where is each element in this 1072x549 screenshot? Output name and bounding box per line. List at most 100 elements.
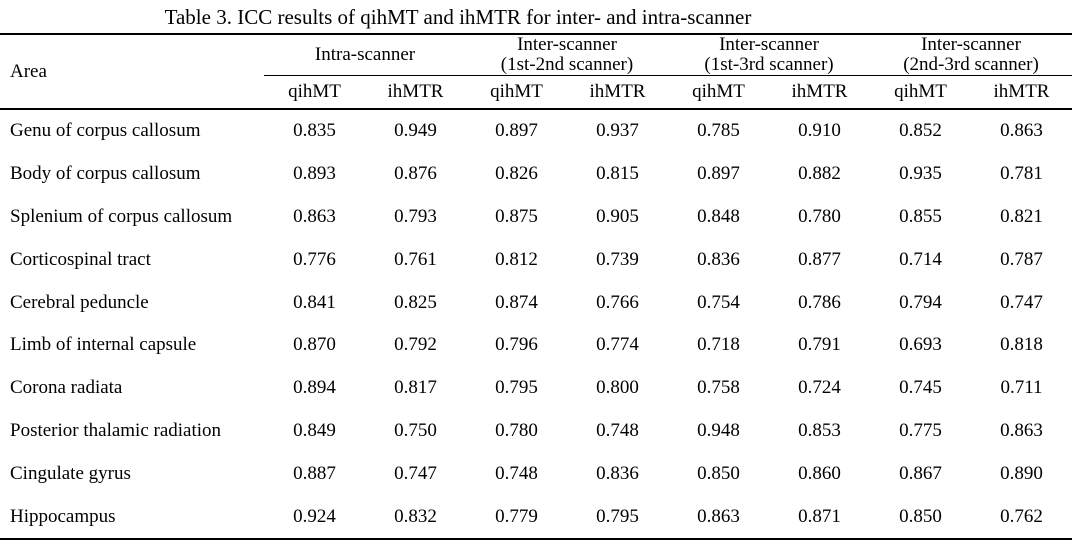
icc-value: 0.848: [697, 205, 740, 227]
area-label: Corona radiata: [10, 377, 123, 399]
icc-value: 0.850: [697, 462, 740, 484]
icc-value: 0.792: [394, 334, 437, 356]
column-header-ihmtr: ihMTR: [567, 75, 668, 110]
group-label-line1: Inter-scanner: [921, 34, 1021, 55]
icc-value: 0.850: [870, 495, 972, 540]
icc-value: 0.870: [293, 334, 336, 356]
table-row: Body of corpus callosum 0.893 0.876 0.82…: [0, 153, 1072, 196]
icc-value: 0.826: [495, 163, 538, 185]
column-header-ihmtr: ihMTR: [365, 75, 466, 110]
icc-value: 0.718: [697, 334, 740, 356]
icc-value: 0.761: [394, 248, 437, 270]
icc-value: 0.766: [596, 291, 639, 313]
icc-value: 0.935: [899, 163, 942, 185]
icc-value: 0.836: [697, 248, 740, 270]
icc-value: 0.855: [899, 205, 942, 227]
column-group-inter-scanner-1st-2nd: Inter-scanner (1st-2nd scanner): [466, 33, 668, 76]
area-label: Limb of internal capsule: [10, 334, 197, 356]
column-group-intra-scanner: Intra-scanner: [264, 33, 466, 76]
area-label: Posterior thalamic radiation: [10, 419, 222, 441]
icc-value: 0.875: [495, 205, 538, 227]
icc-value: 0.863: [1000, 419, 1043, 441]
icc-value: 0.776: [293, 248, 336, 270]
icc-value: 0.860: [798, 462, 841, 484]
icc-value: 0.897: [495, 120, 538, 142]
group-label-line1: Inter-scanner: [517, 34, 617, 55]
column-header-qihmt: qihMT: [870, 75, 972, 110]
icc-value: 0.762: [971, 495, 1072, 540]
table-row: Posterior thalamic radiation 0.849 0.750…: [0, 410, 1072, 453]
icc-value: 0.812: [495, 248, 538, 270]
icc-value: 0.876: [394, 163, 437, 185]
icc-value: 0.780: [495, 419, 538, 441]
group-label-line2: (2nd-3rd scanner): [903, 54, 1039, 75]
column-header-area: Area: [0, 33, 264, 110]
icc-value: 0.877: [798, 248, 841, 270]
icc-value: 0.796: [495, 334, 538, 356]
icc-value: 0.893: [293, 163, 336, 185]
icc-value: 0.745: [899, 377, 942, 399]
icc-value: 0.890: [1000, 462, 1043, 484]
table-row: Hippocampus 0.924 0.832 0.779 0.795 0.86…: [0, 495, 1072, 540]
icc-value: 0.739: [596, 248, 639, 270]
icc-value: 0.748: [596, 419, 639, 441]
table-row: Corona radiata 0.894 0.817 0.795 0.800 0…: [0, 367, 1072, 410]
icc-value: 0.863: [293, 205, 336, 227]
icc-value: 0.863: [1000, 120, 1043, 142]
icc-value: 0.780: [798, 205, 841, 227]
column-header-qihmt: qihMT: [264, 75, 365, 110]
icc-value: 0.714: [899, 248, 942, 270]
icc-value: 0.786: [798, 291, 841, 313]
icc-value: 0.754: [697, 291, 740, 313]
icc-value: 0.937: [596, 120, 639, 142]
area-label: Genu of corpus callosum: [10, 120, 201, 142]
table-row: Cerebral peduncle 0.841 0.825 0.874 0.76…: [0, 281, 1072, 324]
icc-value: 0.795: [567, 495, 668, 540]
icc-value: 0.924: [264, 495, 365, 540]
icc-value: 0.775: [899, 419, 942, 441]
icc-value: 0.849: [293, 419, 336, 441]
icc-value: 0.779: [466, 495, 567, 540]
icc-value: 0.910: [798, 120, 841, 142]
column-header-ihmtr: ihMTR: [971, 75, 1072, 110]
icc-value: 0.795: [495, 377, 538, 399]
table-row: Cingulate gyrus 0.887 0.747 0.748 0.836 …: [0, 452, 1072, 495]
icc-value: 0.853: [798, 419, 841, 441]
icc-value: 0.724: [798, 377, 841, 399]
table-row: Genu of corpus callosum 0.835 0.949 0.89…: [0, 109, 1072, 153]
icc-value: 0.785: [697, 120, 740, 142]
icc-value: 0.818: [1000, 334, 1043, 356]
area-label: Hippocampus: [0, 495, 264, 540]
table-caption: Table 3. ICC results of qihMT and ihMTR …: [164, 5, 752, 29]
group-label-line1: Inter-scanner: [719, 34, 819, 55]
icc-value: 0.905: [596, 205, 639, 227]
icc-value: 0.836: [596, 462, 639, 484]
table-row: Splenium of corpus callosum 0.863 0.793 …: [0, 196, 1072, 239]
icc-value: 0.867: [899, 462, 942, 484]
icc-value: 0.817: [394, 377, 437, 399]
icc-value: 0.871: [769, 495, 871, 540]
icc-value: 0.747: [394, 462, 437, 484]
icc-value: 0.835: [293, 120, 336, 142]
column-header-qihmt: qihMT: [466, 75, 567, 110]
icc-value: 0.832: [365, 495, 466, 540]
table-row: Corticospinal tract 0.776 0.761 0.812 0.…: [0, 238, 1072, 281]
icc-value: 0.874: [495, 291, 538, 313]
icc-value: 0.758: [697, 377, 740, 399]
icc-value: 0.894: [293, 377, 336, 399]
icc-value: 0.791: [798, 334, 841, 356]
column-header-qihmt: qihMT: [668, 75, 769, 110]
column-group-inter-scanner-1st-3rd: Inter-scanner (1st-3rd scanner): [668, 33, 871, 76]
area-label: Corticospinal tract: [10, 248, 151, 270]
icc-value: 0.821: [1000, 205, 1043, 227]
group-label-line2: (1st-2nd scanner): [500, 54, 634, 75]
area-label: Cingulate gyrus: [10, 462, 131, 484]
icc-value: 0.852: [899, 120, 942, 142]
area-label: Body of corpus callosum: [10, 163, 201, 185]
area-label: Cerebral peduncle: [10, 291, 149, 313]
icc-value: 0.863: [668, 495, 769, 540]
icc-value: 0.887: [293, 462, 336, 484]
icc-value: 0.897: [697, 163, 740, 185]
icc-value: 0.693: [899, 334, 942, 356]
header-group-row: Area Intra-scanner Inter-scanner (1st-2n…: [0, 33, 1072, 110]
